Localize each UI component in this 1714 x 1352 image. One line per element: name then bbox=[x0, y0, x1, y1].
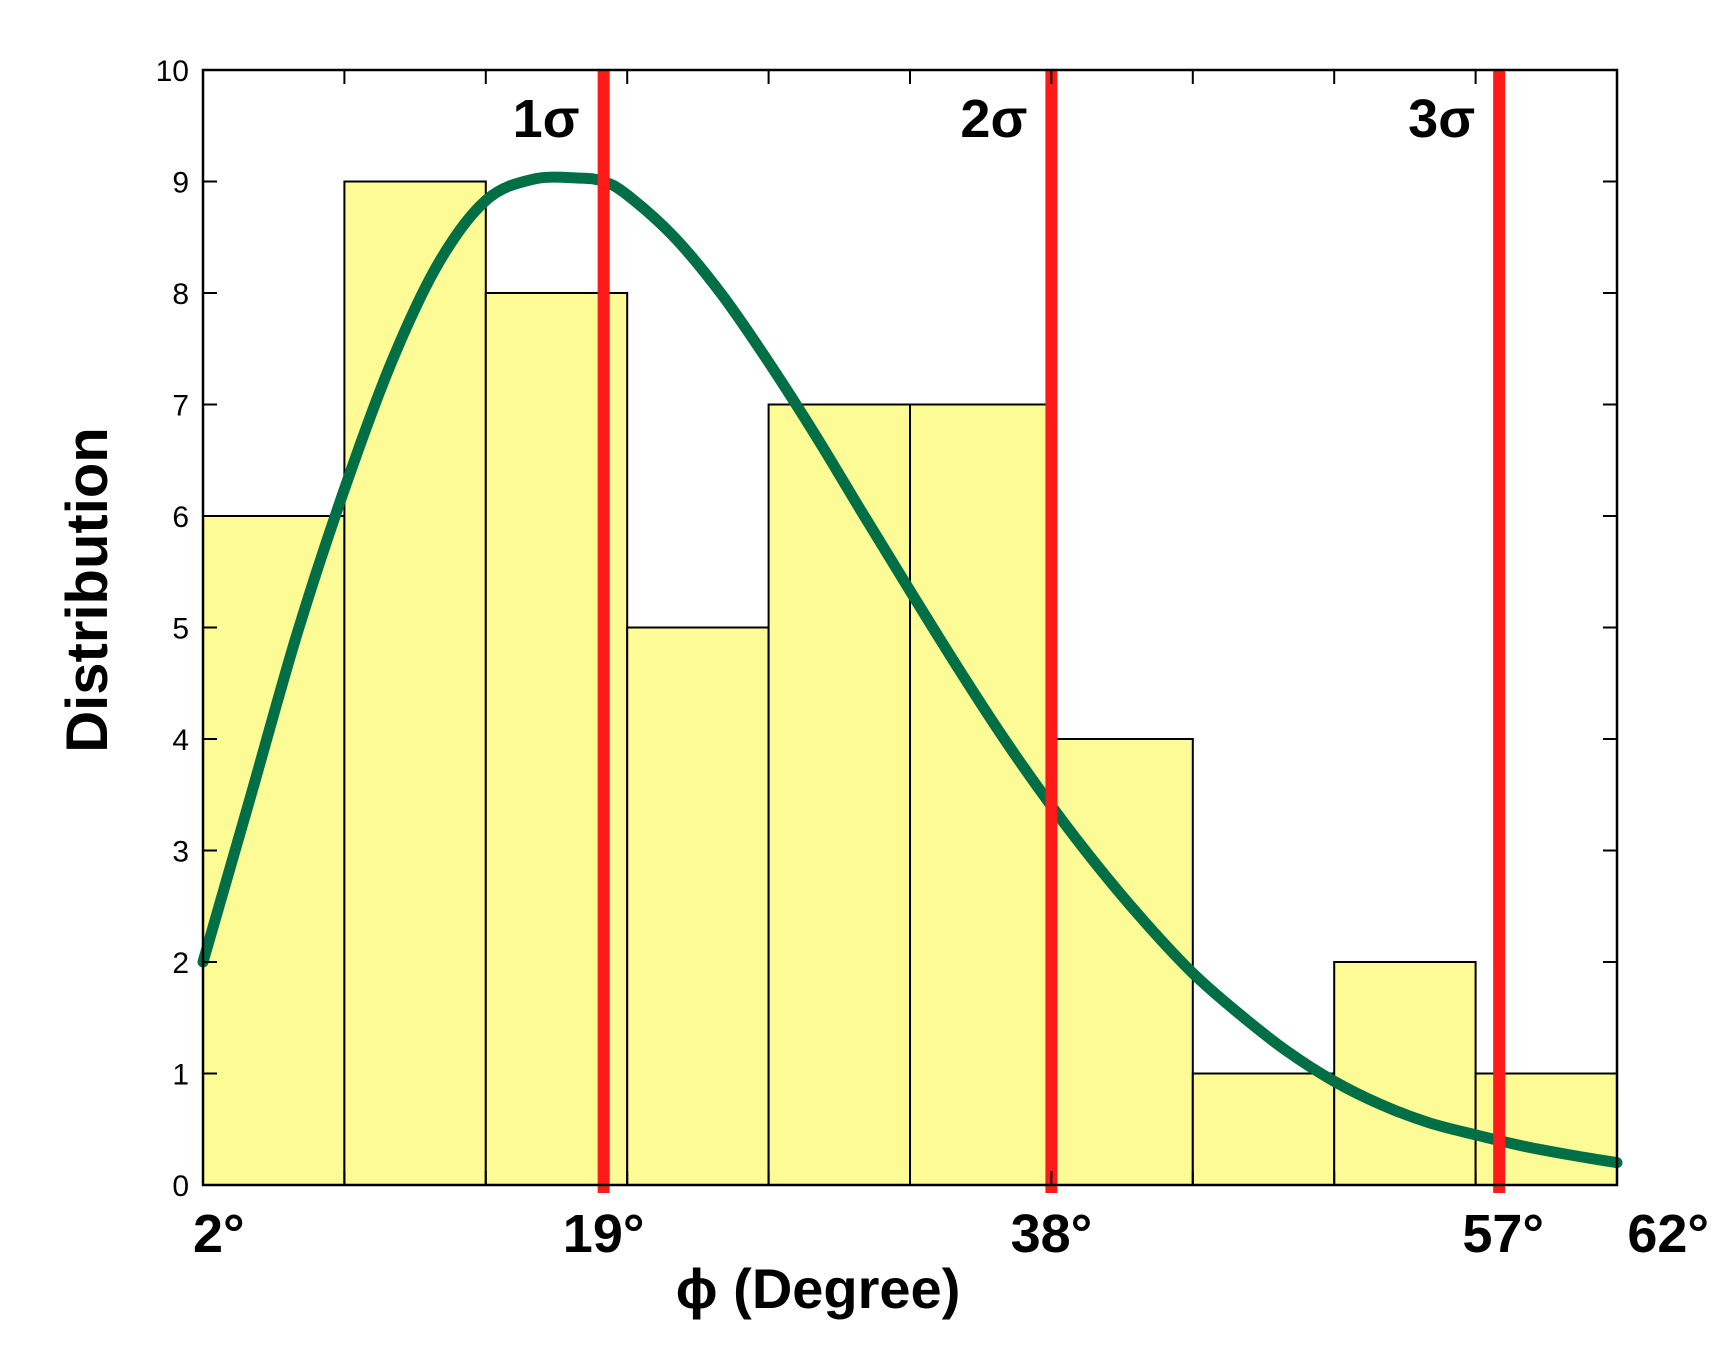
sigma-lines bbox=[597, 70, 1506, 1193]
y-axis-ticks: 0 1 2 3 4 5 6 7 8 9 10 bbox=[156, 55, 1618, 1203]
histogram-bars bbox=[202, 180, 1618, 1186]
histogram-bar bbox=[202, 515, 346, 1186]
x-axis-ticks: 2° 19° 38° 57° 62° bbox=[193, 1204, 1709, 1264]
y-tick-label: 5 bbox=[172, 613, 189, 646]
x-tick-label: 38° bbox=[1011, 1204, 1093, 1264]
x-tick-label: 57° bbox=[1462, 1204, 1544, 1264]
fit-curve-group bbox=[197, 171, 1623, 1169]
x-tick-label: 19° bbox=[563, 1204, 645, 1264]
histogram-bar bbox=[1333, 961, 1477, 1186]
histogram-bar bbox=[767, 403, 911, 1186]
histogram-bar bbox=[1191, 1072, 1336, 1186]
y-axis-label: Distribution bbox=[55, 427, 120, 752]
histogram-bar bbox=[343, 180, 487, 1186]
y-tick-label: 3 bbox=[172, 836, 189, 869]
sigma-label: 3σ bbox=[1408, 89, 1475, 149]
y-tick-label: 1 bbox=[172, 1059, 189, 1092]
sigma-labels: 1σ 2σ 3σ bbox=[513, 89, 1476, 149]
histogram-bar bbox=[626, 626, 770, 1186]
y-tick-label: 10 bbox=[156, 55, 189, 88]
histogram-bar bbox=[1050, 738, 1194, 1186]
y-tick-label: 6 bbox=[172, 501, 189, 534]
sigma-label: 1σ bbox=[513, 89, 580, 149]
x-tick-label: 2° bbox=[193, 1204, 245, 1264]
histogram-bar bbox=[909, 403, 1053, 1186]
y-tick-label: 4 bbox=[172, 724, 189, 757]
y-tick-label: 8 bbox=[172, 278, 189, 311]
y-tick-label: 7 bbox=[172, 390, 189, 423]
x-tick-label: 62° bbox=[1627, 1204, 1709, 1264]
y-tick-label: 2 bbox=[172, 947, 189, 980]
fit-curve bbox=[197, 171, 1623, 1169]
x-axis-label: ϕ (Degree) bbox=[676, 1257, 961, 1320]
y-tick-label: 9 bbox=[172, 167, 189, 200]
sigma-label: 2σ bbox=[960, 89, 1027, 149]
y-tick-label: 0 bbox=[172, 1170, 189, 1203]
